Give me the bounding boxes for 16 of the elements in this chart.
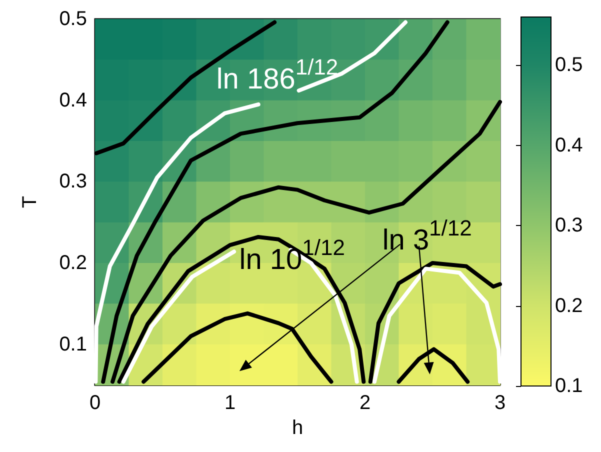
color-bar-label: 0.2 [555, 294, 583, 317]
color-bar-label: 0.1 [555, 375, 583, 397]
y-tick-label: 0.5 [59, 8, 87, 30]
x-tick-label: 2 [359, 392, 371, 414]
x-axis-title: h [292, 416, 304, 439]
x-tick-label: 1 [224, 392, 236, 414]
y-tick-label: 0.2 [59, 252, 87, 274]
color-bar-label: 0.3 [555, 214, 583, 237]
x-tick-label: 3 [494, 392, 506, 414]
x-tick-label: 0 [89, 392, 101, 414]
y-axis-title: T [19, 196, 41, 208]
y-tick-label: 0.4 [59, 89, 87, 112]
color-bar-label: 0.4 [555, 134, 583, 156]
color-bar-label: 0.5 [555, 54, 583, 76]
y-tick-label: 0.1 [59, 333, 87, 356]
y-tick-label: 0.3 [59, 170, 87, 193]
